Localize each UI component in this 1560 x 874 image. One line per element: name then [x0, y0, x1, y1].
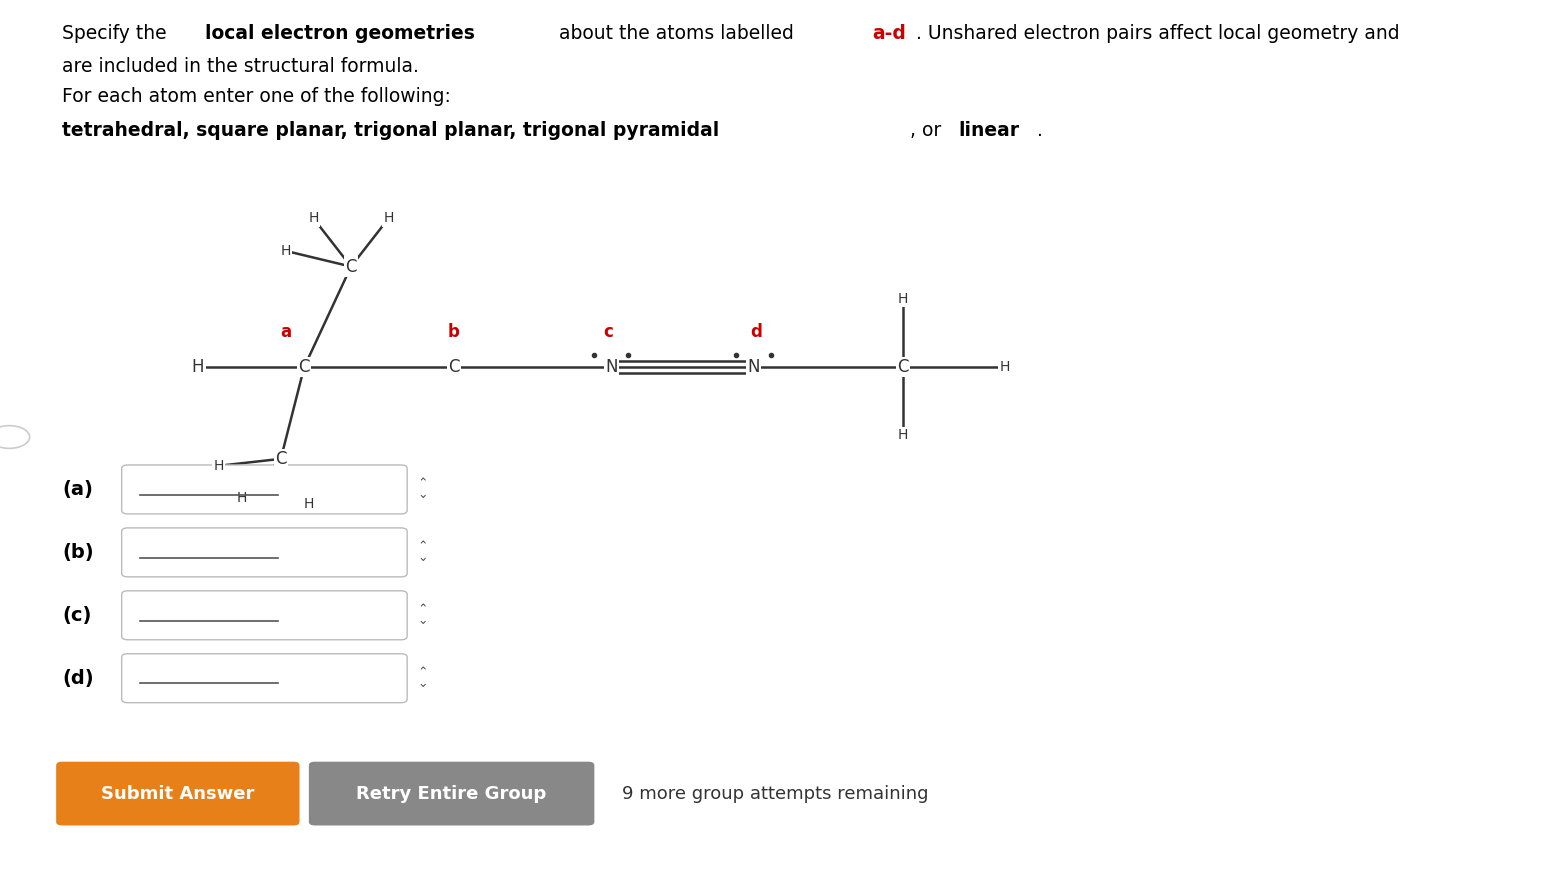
Text: (b): (b): [62, 543, 94, 562]
Text: For each atom enter one of the following:: For each atom enter one of the following…: [62, 87, 451, 107]
Text: Retry Entire Group: Retry Entire Group: [357, 785, 546, 802]
Text: tetrahedral, square planar, trigonal planar, trigonal pyramidal: tetrahedral, square planar, trigonal pla…: [62, 121, 719, 140]
Text: H: H: [899, 292, 908, 306]
Text: C: C: [275, 450, 287, 468]
Text: d: d: [750, 323, 763, 341]
Circle shape: [0, 426, 30, 448]
Text: C: C: [345, 258, 357, 275]
Text: ⌃
⌄: ⌃ ⌄: [418, 477, 427, 502]
Text: ⌃
⌄: ⌃ ⌄: [418, 603, 427, 628]
Text: a: a: [279, 323, 292, 341]
Text: (a): (a): [62, 480, 94, 499]
Text: linear: linear: [958, 121, 1020, 140]
Text: N: N: [605, 358, 618, 376]
Text: 9 more group attempts remaining: 9 more group attempts remaining: [622, 785, 928, 802]
Text: c: c: [604, 323, 613, 341]
Text: (d): (d): [62, 669, 94, 688]
Text: H: H: [192, 358, 204, 376]
FancyBboxPatch shape: [122, 465, 407, 514]
Text: H: H: [899, 428, 908, 442]
Text: Specify the: Specify the: [62, 24, 173, 44]
Text: (c): (c): [62, 606, 92, 625]
Text: . Unshared electron pairs affect local geometry and: . Unshared electron pairs affect local g…: [916, 24, 1399, 44]
Text: about the atoms labelled: about the atoms labelled: [554, 24, 800, 44]
Text: local electron geometries: local electron geometries: [206, 24, 474, 44]
Text: ⌃
⌄: ⌃ ⌄: [418, 666, 427, 690]
Text: C: C: [448, 358, 460, 376]
Text: Submit Answer: Submit Answer: [101, 785, 254, 802]
FancyBboxPatch shape: [309, 761, 594, 825]
Text: H: H: [237, 491, 246, 505]
Text: H: H: [1000, 360, 1009, 374]
Text: a-d: a-d: [872, 24, 906, 44]
Text: H: H: [281, 244, 290, 258]
Text: ⌃
⌄: ⌃ ⌄: [418, 540, 427, 565]
Text: are included in the structural formula.: are included in the structural formula.: [62, 57, 420, 76]
FancyBboxPatch shape: [122, 654, 407, 703]
Text: H: H: [309, 212, 318, 225]
Text: H: H: [384, 212, 393, 225]
Text: C: C: [897, 358, 909, 376]
Text: H: H: [304, 497, 314, 511]
FancyBboxPatch shape: [56, 761, 300, 825]
Text: , or: , or: [911, 121, 948, 140]
Text: H: H: [214, 459, 223, 473]
Text: N: N: [747, 358, 760, 376]
FancyBboxPatch shape: [122, 528, 407, 577]
FancyBboxPatch shape: [122, 591, 407, 640]
Text: C: C: [298, 358, 310, 376]
Text: b: b: [448, 323, 460, 341]
Text: .: .: [1037, 121, 1044, 140]
